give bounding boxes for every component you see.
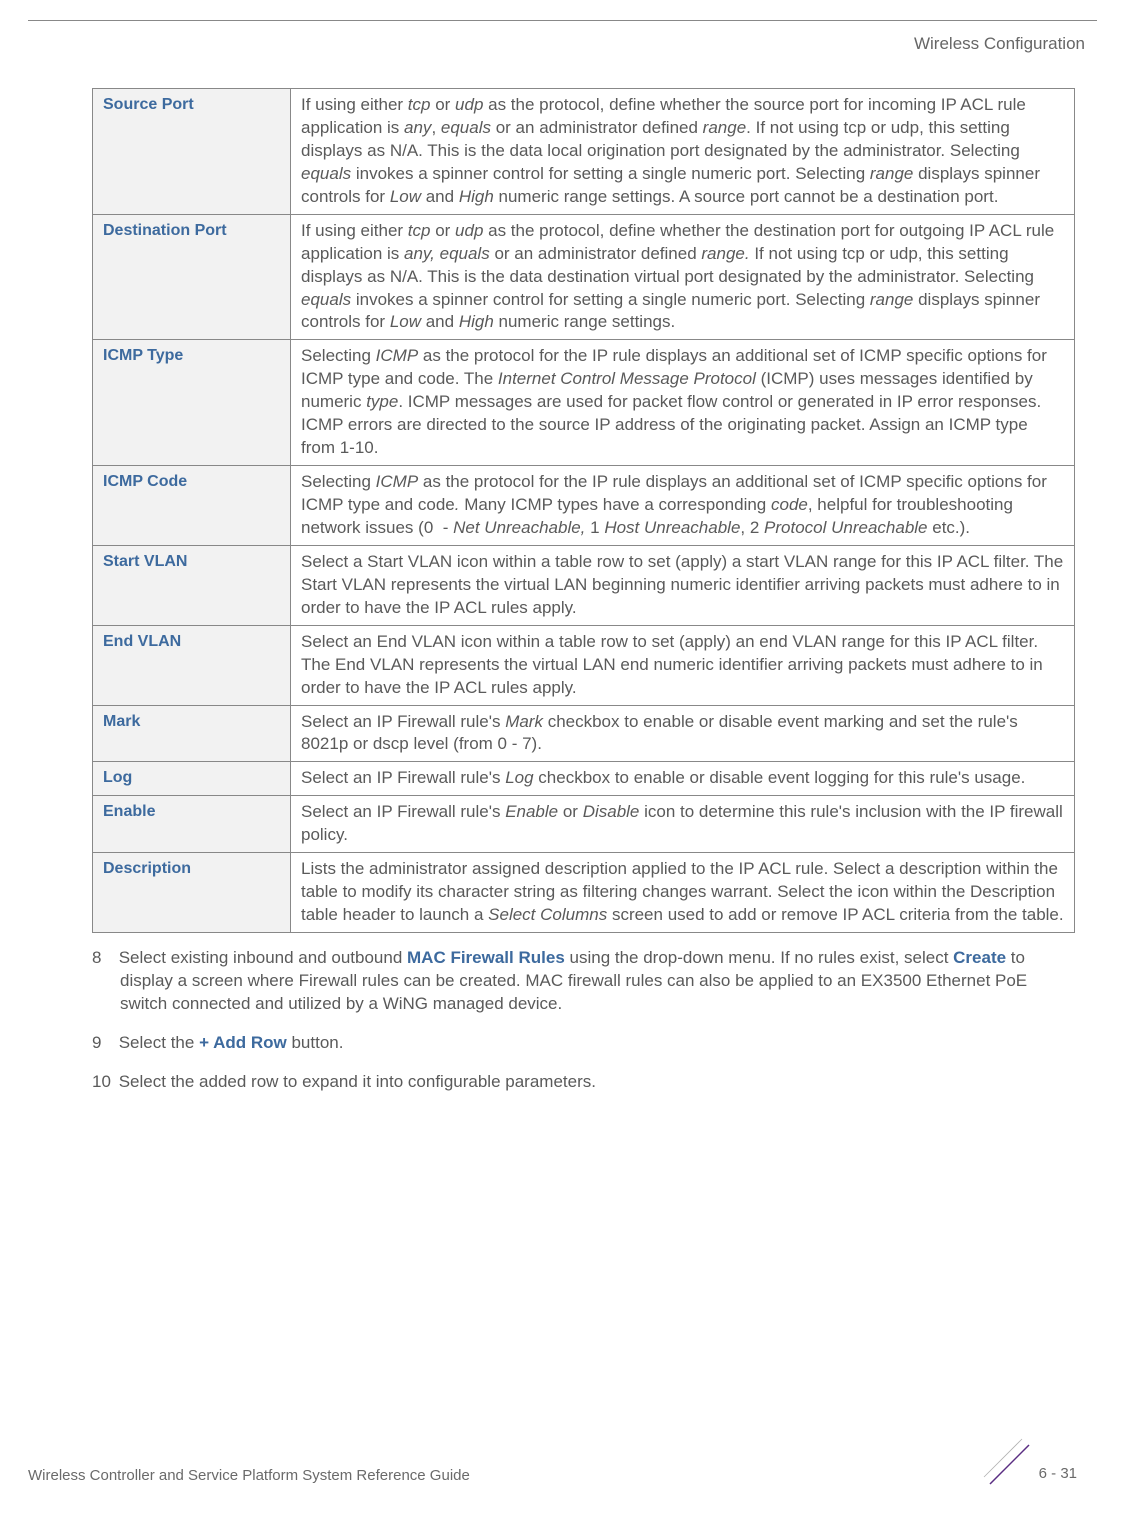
param-label: ICMP Code: [93, 466, 291, 546]
param-description: Select an IP Firewall rule's Enable or D…: [291, 796, 1075, 853]
param-description: Lists the administrator assigned descrip…: [291, 853, 1075, 933]
param-label: Description: [93, 853, 291, 933]
page-section-title: Wireless Configuration: [914, 33, 1085, 56]
param-description: Select a Start VLAN icon within a table …: [291, 545, 1075, 625]
param-description: If using either tcp or udp as the protoc…: [291, 89, 1075, 215]
table-row: Start VLANSelect a Start VLAN icon withi…: [93, 545, 1075, 625]
table-row: DescriptionLists the administrator assig…: [93, 853, 1075, 933]
param-label: Destination Port: [93, 214, 291, 340]
param-description: Select an IP Firewall rule's Mark checkb…: [291, 705, 1075, 762]
param-description: Selecting ICMP as the protocol for the I…: [291, 340, 1075, 466]
param-label: ICMP Type: [93, 340, 291, 466]
table-row: LogSelect an IP Firewall rule's Log chec…: [93, 762, 1075, 796]
param-description: If using either tcp or udp as the protoc…: [291, 214, 1075, 340]
step-number: 8: [92, 947, 114, 970]
footer-page-number: 6 - 31: [1039, 1464, 1077, 1484]
step-item: 9 Select the + Add Row button.: [92, 1032, 1075, 1055]
param-label: Enable: [93, 796, 291, 853]
table-row: ICMP TypeSelecting ICMP as the protocol …: [93, 340, 1075, 466]
table-row: Destination PortIf using either tcp or u…: [93, 214, 1075, 340]
parameters-table: Source PortIf using either tcp or udp as…: [92, 88, 1075, 933]
param-label: Start VLAN: [93, 545, 291, 625]
param-label: Mark: [93, 705, 291, 762]
table-row: EnableSelect an IP Firewall rule's Enabl…: [93, 796, 1075, 853]
param-label: Source Port: [93, 89, 291, 215]
footer-left-text: Wireless Controller and Service Platform…: [28, 1467, 470, 1484]
step-number: 9: [92, 1032, 114, 1055]
main-content: Source PortIf using either tcp or udp as…: [92, 88, 1075, 1110]
table-row: ICMP CodeSelecting ICMP as the protocol …: [93, 466, 1075, 546]
footer-slash-icon: [982, 1437, 1037, 1492]
table-row: MarkSelect an IP Firewall rule's Mark ch…: [93, 705, 1075, 762]
step-number: 10: [92, 1071, 114, 1094]
header-divider: [28, 20, 1097, 21]
table-row: Source PortIf using either tcp or udp as…: [93, 89, 1075, 215]
param-label: End VLAN: [93, 625, 291, 705]
page-footer: Wireless Controller and Service Platform…: [28, 1464, 1097, 1487]
param-description: Select an IP Firewall rule's Log checkbo…: [291, 762, 1075, 796]
param-description: Selecting ICMP as the protocol for the I…: [291, 466, 1075, 546]
param-description: Select an End VLAN icon within a table r…: [291, 625, 1075, 705]
param-label: Log: [93, 762, 291, 796]
step-item: 8 Select existing inbound and outbound M…: [92, 947, 1075, 1016]
table-row: End VLANSelect an End VLAN icon within a…: [93, 625, 1075, 705]
step-item: 10 Select the added row to expand it int…: [92, 1071, 1075, 1094]
